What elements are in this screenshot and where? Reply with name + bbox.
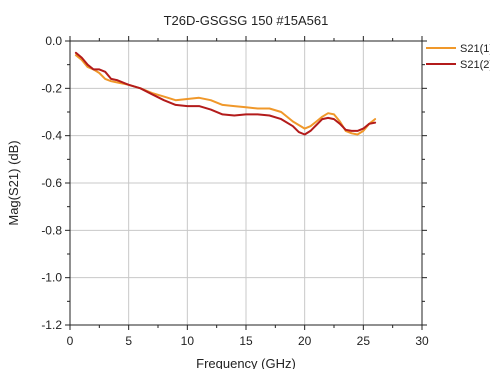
y-axis-label: Mag(S21) (dB) — [6, 140, 21, 225]
x-tick-label: 10 — [181, 334, 195, 348]
x-tick-label: 0 — [67, 334, 74, 348]
x-tick-label: 25 — [357, 334, 371, 348]
legend: S21(1) S21(2) — [426, 43, 490, 71]
x-tick-label: 5 — [125, 334, 132, 348]
x-tick-label: 30 — [415, 334, 429, 348]
x-tick-label: 20 — [298, 334, 312, 348]
y-tick-label: -0.8 — [41, 223, 62, 237]
x-axis-label: Frequency (GHz) — [196, 356, 296, 369]
series-layer — [74, 51, 377, 136]
series-line-1 — [74, 54, 377, 136]
y-tick-label: -0.6 — [41, 176, 62, 190]
y-tick-label: -1.2 — [41, 318, 62, 332]
legend-label-2: S21(2) — [460, 59, 490, 71]
y-tick-label: -0.4 — [41, 129, 62, 143]
y-tick-label: 0.0 — [45, 34, 62, 48]
grid-layer — [70, 41, 422, 325]
y-tick-label: -0.2 — [41, 81, 62, 95]
ticks-layer: 0 5 10 15 20 25 30 0.0 -0.2 -0.4 -0.6 -0.8 -1.0 -1.2 — [41, 34, 429, 348]
series-line-2 — [74, 51, 377, 136]
y-tick-label: -1.0 — [41, 271, 62, 285]
legend-label-1: S21(1) — [460, 43, 490, 55]
chart-title: T26D-GSGSG 150 #15A561 — [164, 13, 329, 28]
x-tick-label: 15 — [239, 334, 253, 348]
